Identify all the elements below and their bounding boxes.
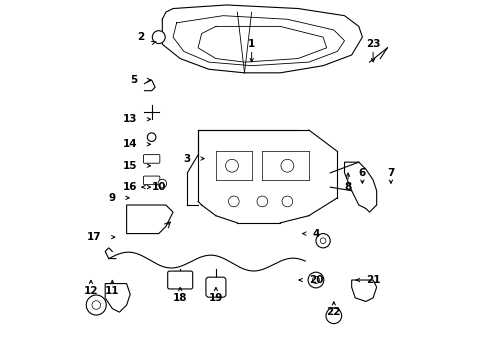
Text: 23: 23 <box>365 39 380 49</box>
Circle shape <box>86 295 106 315</box>
Circle shape <box>312 276 319 284</box>
Circle shape <box>152 31 165 44</box>
Text: 14: 14 <box>122 139 137 149</box>
Circle shape <box>281 159 293 172</box>
Circle shape <box>325 308 341 324</box>
Polygon shape <box>344 162 376 212</box>
Text: 1: 1 <box>247 39 255 49</box>
Text: 21: 21 <box>365 275 380 285</box>
Polygon shape <box>105 284 130 312</box>
Text: 7: 7 <box>386 168 394 178</box>
Text: 11: 11 <box>105 286 120 296</box>
Polygon shape <box>162 5 362 73</box>
FancyBboxPatch shape <box>205 277 225 297</box>
Circle shape <box>228 196 239 207</box>
Text: 8: 8 <box>344 182 351 192</box>
Text: 22: 22 <box>326 307 340 317</box>
Polygon shape <box>126 205 173 234</box>
Circle shape <box>92 301 101 309</box>
Circle shape <box>257 196 267 207</box>
Polygon shape <box>351 280 376 301</box>
Text: 16: 16 <box>122 182 137 192</box>
Circle shape <box>307 272 323 288</box>
Text: 5: 5 <box>130 75 137 85</box>
Circle shape <box>158 179 166 188</box>
Circle shape <box>147 133 156 141</box>
Circle shape <box>225 159 238 172</box>
Text: 2: 2 <box>137 32 144 42</box>
Text: 3: 3 <box>183 154 190 163</box>
Text: 6: 6 <box>358 168 365 178</box>
FancyBboxPatch shape <box>167 271 192 289</box>
Text: 10: 10 <box>151 182 166 192</box>
Circle shape <box>282 196 292 207</box>
Text: 17: 17 <box>87 232 102 242</box>
FancyBboxPatch shape <box>143 155 160 163</box>
Text: 13: 13 <box>122 114 137 124</box>
Text: 18: 18 <box>173 293 187 303</box>
Text: 4: 4 <box>312 229 319 239</box>
Text: 12: 12 <box>83 286 98 296</box>
Text: 19: 19 <box>208 293 223 303</box>
FancyBboxPatch shape <box>143 176 160 185</box>
Circle shape <box>320 238 325 244</box>
Text: 9: 9 <box>108 193 116 203</box>
Text: 15: 15 <box>122 161 137 171</box>
Text: 20: 20 <box>308 275 323 285</box>
Circle shape <box>315 234 329 248</box>
